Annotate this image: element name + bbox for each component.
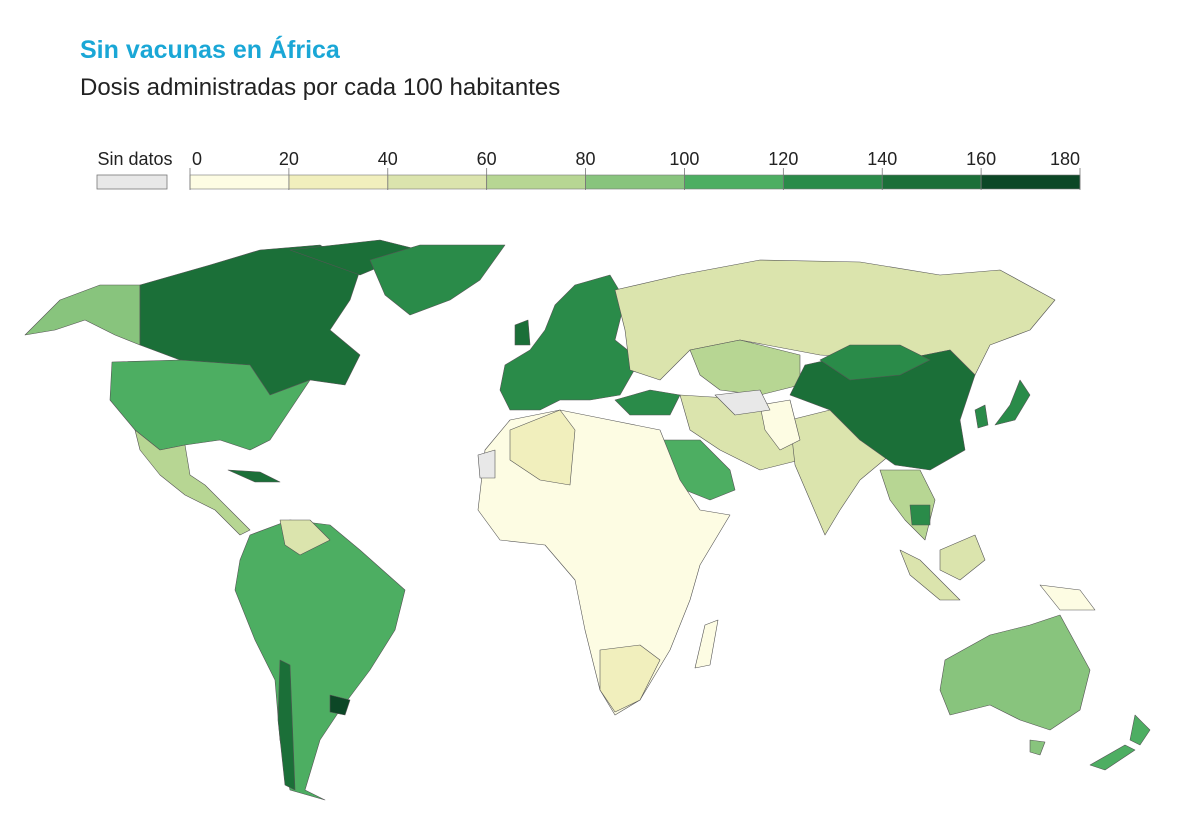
region (277, 659, 296, 791)
no-data-label: Sin datos (97, 149, 172, 169)
region (1039, 584, 1096, 611)
region (994, 379, 1031, 426)
region (477, 449, 496, 479)
region (369, 244, 506, 316)
legend-tick-label: 60 (477, 149, 497, 169)
legend-tick-label: 160 (966, 149, 996, 169)
region (599, 644, 661, 713)
region (24, 284, 141, 346)
legend-tick-label: 80 (576, 149, 596, 169)
region (694, 619, 719, 669)
legend-tick-label: 140 (867, 149, 897, 169)
legend-tick-label: 0 (192, 149, 202, 169)
region (939, 534, 986, 581)
region (909, 504, 931, 526)
region (1129, 714, 1151, 746)
region (714, 389, 771, 416)
legend-tick-label: 100 (669, 149, 699, 169)
region (509, 409, 576, 486)
region (134, 429, 251, 536)
subtitle: Dosis administradas por cada 100 habitan… (80, 74, 561, 101)
no-data-swatch (96, 174, 168, 190)
region (514, 319, 531, 346)
region (329, 694, 351, 716)
legend-tick-label: 180 (1050, 149, 1080, 169)
legend: Sin datos 0 20 40 60 80 100 120 140 160 180 (96, 149, 1081, 190)
region (759, 399, 801, 451)
region (227, 469, 281, 483)
region (974, 404, 989, 429)
region (689, 339, 801, 396)
legend-tick-label: 40 (378, 149, 398, 169)
region (499, 274, 641, 411)
title: Sin vacunas en África (80, 36, 340, 64)
region (279, 519, 331, 556)
region (477, 409, 731, 716)
region (939, 614, 1091, 731)
region (234, 519, 406, 801)
region (819, 344, 931, 381)
region (1089, 744, 1136, 771)
legend-tick-label: 20 (279, 149, 299, 169)
legend-tick-label: 120 (768, 149, 798, 169)
region (1029, 739, 1046, 756)
region (614, 389, 681, 416)
region (899, 549, 961, 601)
